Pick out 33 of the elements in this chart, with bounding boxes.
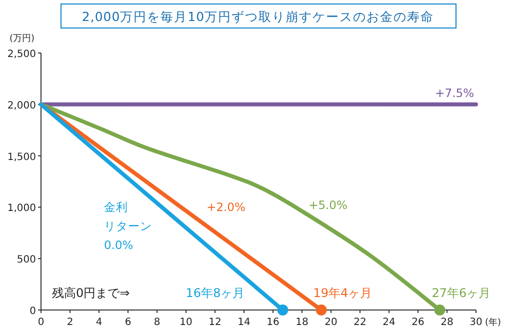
series-label: 金利リターン 0.0% [104, 200, 152, 252]
x-tick-label: 30 [470, 317, 482, 328]
x-tick-label: 2 [66, 317, 74, 328]
y-tick-label: 1,500 [7, 152, 36, 163]
series-label: +7.5% [435, 86, 474, 100]
y-tick-label: 1,000 [7, 203, 36, 214]
x-tick-label: 8 [154, 317, 160, 328]
y-tick-label: 2,000 [7, 100, 36, 112]
x-tick-label: 16 [266, 317, 280, 328]
x-tick-label: 22 [354, 317, 366, 328]
x-tick-label: 0 [38, 317, 44, 328]
x-tick-label: 12 [208, 317, 222, 328]
x-tick-label: 6 [124, 317, 132, 328]
y-tick-label: 2,500 [7, 49, 36, 60]
x-tick-label: 24 [382, 317, 396, 328]
x-tick-label: 14 [238, 317, 250, 328]
y-tick-label: 500 [16, 254, 36, 266]
x-tick-label: 4 [96, 317, 102, 328]
series-label: +2.0% [206, 200, 246, 214]
x-tick-label: 28 [440, 317, 454, 328]
annotation: 19年4ヶ月 [313, 286, 372, 300]
annotation: 残高0円まで⇒ [52, 286, 130, 300]
series-label: +5.0% [308, 198, 348, 212]
chart-title: 2,000万円を毎月10万円ずつ取り崩すケースのお金の寿命 [82, 9, 434, 24]
x-tick-label: 26 [412, 317, 424, 328]
x-tick-label: 18 [296, 317, 308, 328]
x-tick-label: 10 [180, 317, 192, 328]
y-tick-label: 0 [30, 306, 36, 317]
y-axis-title: (万円) [9, 34, 35, 44]
annotation: 27年6ヶ月 [432, 286, 491, 300]
x-axis-title: (年) [485, 317, 502, 328]
annotation: 16年8ヶ月 [186, 286, 245, 300]
x-tick-label: 20 [324, 317, 338, 328]
